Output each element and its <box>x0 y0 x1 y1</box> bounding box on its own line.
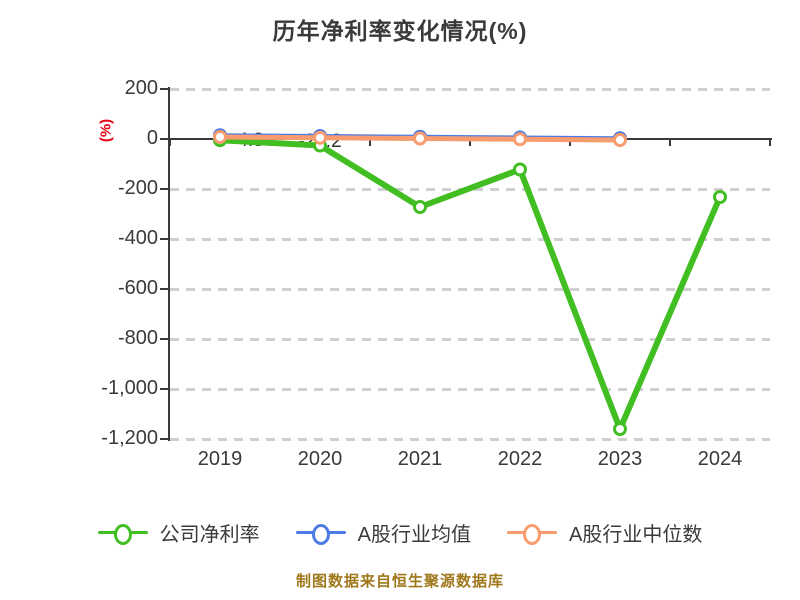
data-point-A股行业中位数-2022[interactable] <box>513 132 527 147</box>
y-axis-tick-label: -400 <box>117 227 158 249</box>
y-axis-tick-label: -800 <box>117 327 158 349</box>
gridline--400 <box>170 237 770 241</box>
legend: 公司净利率 A股行业均值 A股行业中位数 <box>0 518 800 547</box>
y-axis-line <box>168 87 170 441</box>
legend-item-industry-average[interactable]: A股行业均值 <box>295 518 471 547</box>
data-point-公司净利率-2024[interactable] <box>713 190 727 204</box>
gridline-200 <box>170 87 770 91</box>
data-point-公司净利率-2023[interactable] <box>613 422 627 436</box>
data-point-公司净利率-2021[interactable] <box>413 200 427 214</box>
y-axis-tick <box>160 288 168 290</box>
x-axis-tick <box>469 140 471 146</box>
line-circle-marker-icon <box>507 523 557 545</box>
legend-item-company-net-margin[interactable]: 公司净利率 <box>97 518 260 547</box>
line-circle-marker-icon <box>295 523 346 545</box>
y-axis-tick <box>160 388 168 390</box>
y-axis-tick-label: 200 <box>124 77 158 99</box>
data-point-A股行业中位数-2019[interactable] <box>213 130 227 144</box>
gridline--800 <box>170 337 770 341</box>
x-axis-tick <box>369 140 371 146</box>
data-source-note: 制图数据来自恒生聚源数据库 <box>295 573 504 590</box>
y-axis-tick-label: -1,200 <box>101 427 158 449</box>
gridline--1000 <box>170 387 770 391</box>
data-point-A股行业中位数-2021[interactable] <box>413 131 427 146</box>
legend-label: A股行业中位数 <box>569 524 703 546</box>
legend-item-industry-median[interactable]: A股行业中位数 <box>507 518 702 547</box>
series-A股行业中位数 <box>213 130 627 147</box>
x-axis-tick-label: 2020 <box>297 448 343 470</box>
y-axis-tick-label: -1,000 <box>101 377 158 399</box>
series-公司净利率: -4.8-26.2 <box>213 130 727 436</box>
y-axis-tick <box>160 438 168 440</box>
y-axis-tick-label: 0 <box>146 127 158 149</box>
y-axis-tick <box>160 138 168 140</box>
gridline--600 <box>170 287 770 291</box>
data-point-公司净利率-2022[interactable] <box>513 162 527 177</box>
x-axis-tick <box>769 140 771 146</box>
x-axis-tick-label: 2022 <box>497 448 543 470</box>
y-axis-tick <box>160 88 168 90</box>
legend-label: A股行业均值 <box>357 524 471 546</box>
gridline--1200 <box>170 437 770 441</box>
y-axis-tick-label: -600 <box>117 277 158 299</box>
legend-label: 公司净利率 <box>159 524 260 546</box>
x-axis-tick <box>569 140 571 146</box>
x-axis-tick-label: 2021 <box>397 448 443 470</box>
x-axis-tick-label: 2019 <box>197 448 243 470</box>
data-point-A股行业中位数-2023[interactable] <box>613 133 627 147</box>
x-axis-tick-label: 2023 <box>597 448 643 470</box>
series-line <box>219 137 723 432</box>
line-circle-marker-icon <box>97 523 148 545</box>
y-axis-tick <box>160 238 168 240</box>
data-point-A股行业中位数-2020[interactable] <box>313 130 327 145</box>
x-axis-tick-label: 2024 <box>697 448 743 470</box>
x-axis-tick <box>169 140 171 146</box>
chart-title: 历年净利率变化情况(%) <box>272 18 528 44</box>
y-axis-tick-label: -200 <box>117 177 158 199</box>
x-axis-tick <box>669 140 671 146</box>
y-axis-tick <box>160 188 168 190</box>
y-axis-tick <box>160 338 168 340</box>
